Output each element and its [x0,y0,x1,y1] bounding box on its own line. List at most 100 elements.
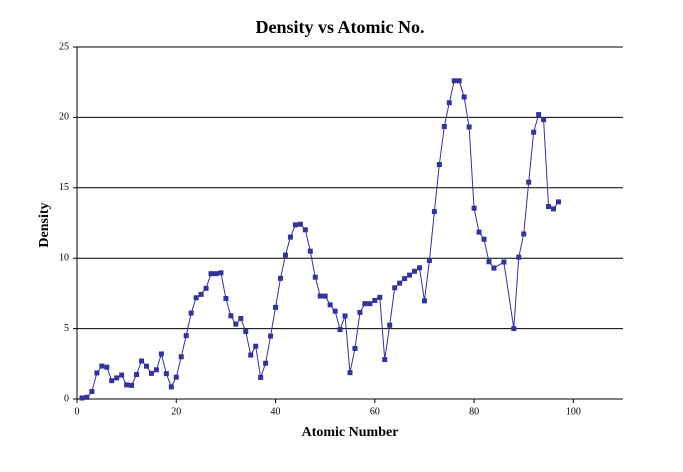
data-marker [183,333,189,339]
data-marker [337,327,343,333]
data-marker [312,274,318,280]
data-marker [193,295,199,301]
data-marker [382,357,388,363]
data-marker [134,372,140,378]
data-marker [203,285,209,291]
data-marker [307,248,313,254]
data-marker [461,94,467,100]
data-marker [79,395,85,401]
data-marker [397,280,403,286]
data-marker [297,221,303,227]
data-marker [471,205,477,211]
x-tick-label: 20 [171,406,181,417]
data-marker [551,206,557,212]
data-marker [263,360,269,366]
x-tick-label: 0 [75,406,80,417]
data-marker [392,285,398,291]
data-marker [94,370,100,376]
data-marker [119,372,125,378]
data-marker [168,384,174,390]
data-marker [223,295,229,301]
data-marker [99,363,105,369]
data-marker [531,129,537,135]
data-marker [362,301,368,307]
data-marker [163,371,169,377]
data-marker [342,313,348,319]
x-tick-label: 60 [370,406,380,417]
data-marker [153,367,159,373]
data-marker [387,322,393,328]
data-marker [536,112,542,118]
data-marker [372,297,378,303]
data-marker [501,259,507,265]
data-marker [258,374,264,380]
data-marker [173,374,179,380]
data-marker [402,276,408,282]
data-marker [412,268,418,274]
data-marker [109,378,115,384]
data-marker [178,354,184,360]
y-tick-label: 20 [59,112,69,123]
data-marker [129,382,135,388]
data-marker [292,222,298,228]
y-tick-label: 0 [64,393,69,404]
data-marker [278,275,284,281]
x-tick-label: 80 [469,406,479,417]
data-marker [139,358,145,364]
data-marker [546,204,552,210]
data-marker [89,389,95,395]
data-marker [451,78,457,84]
data-marker [124,382,130,388]
data-marker [158,351,164,357]
data-marker [84,394,90,400]
data-marker [268,333,274,339]
data-marker [228,313,234,319]
data-marker [238,315,244,321]
data-marker [416,265,422,271]
data-marker [377,294,383,300]
data-marker [426,257,432,263]
data-marker [104,364,110,370]
data-marker [491,265,497,271]
data-marker [188,310,194,316]
data-marker [248,352,254,358]
data-marker [253,343,259,349]
y-tick-label: 25 [59,41,69,52]
data-marker [143,363,149,369]
data-marker [446,100,452,106]
data-marker [213,271,219,277]
data-marker [407,272,413,278]
data-marker [367,301,373,307]
y-tick-label: 15 [59,182,69,193]
data-marker [511,326,517,332]
x-axis-label: Atomic Number [302,425,399,440]
data-marker [357,309,363,315]
y-axis-label: Density [37,202,52,247]
data-marker [148,370,154,376]
data-marker [421,298,427,304]
data-marker [526,179,532,185]
data-marker [327,302,333,308]
data-marker [436,162,442,168]
data-marker [555,199,561,205]
data-marker [317,293,323,299]
y-tick-label: 10 [59,252,69,263]
x-tick-label: 40 [271,406,281,417]
data-marker [441,124,447,130]
data-marker [114,375,120,381]
data-line [81,80,559,399]
data-marker [481,236,487,242]
data-marker [302,227,308,233]
data-marker [198,291,204,297]
y-tick-label: 5 [64,323,69,334]
data-marker [233,321,239,327]
data-marker [431,209,437,215]
data-marker [218,270,224,276]
data-marker [208,271,214,277]
data-marker [332,308,338,314]
data-marker [273,304,279,310]
data-marker [287,234,293,240]
data-marker [243,329,249,335]
